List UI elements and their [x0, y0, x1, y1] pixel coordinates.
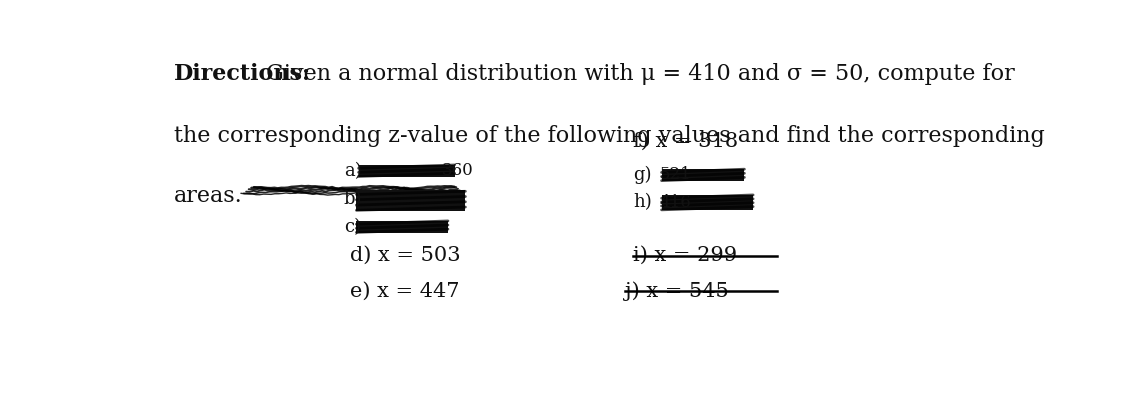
Text: a): a) — [344, 162, 361, 180]
Bar — [662, 194, 753, 210]
Text: 521: 521 — [659, 166, 691, 184]
Text: d) x = 503: d) x = 503 — [350, 246, 460, 265]
Text: 416: 416 — [659, 194, 691, 211]
Bar — [359, 165, 454, 177]
Text: f) x = 318: f) x = 318 — [633, 131, 738, 150]
Text: areas.: areas. — [173, 185, 243, 207]
Text: b): b) — [344, 190, 362, 208]
Text: i) x = 299: i) x = 299 — [633, 246, 737, 265]
Bar — [357, 190, 466, 211]
Text: e) x = 447: e) x = 447 — [350, 282, 459, 301]
Bar — [662, 169, 745, 181]
Text: Directions:: Directions: — [173, 63, 310, 85]
Text: j) x = 545: j) x = 545 — [624, 281, 728, 301]
Text: 360: 360 — [441, 162, 474, 179]
Text: Given a normal distribution with μ = 410 and σ = 50, compute for: Given a normal distribution with μ = 410… — [259, 63, 1015, 85]
Text: c): c) — [344, 218, 361, 236]
Text: the corresponding z-value of the following values and find the corresponding: the corresponding z-value of the followi… — [173, 125, 1044, 147]
Text: g): g) — [633, 166, 651, 184]
Bar — [357, 220, 448, 233]
Text: h): h) — [633, 193, 652, 211]
